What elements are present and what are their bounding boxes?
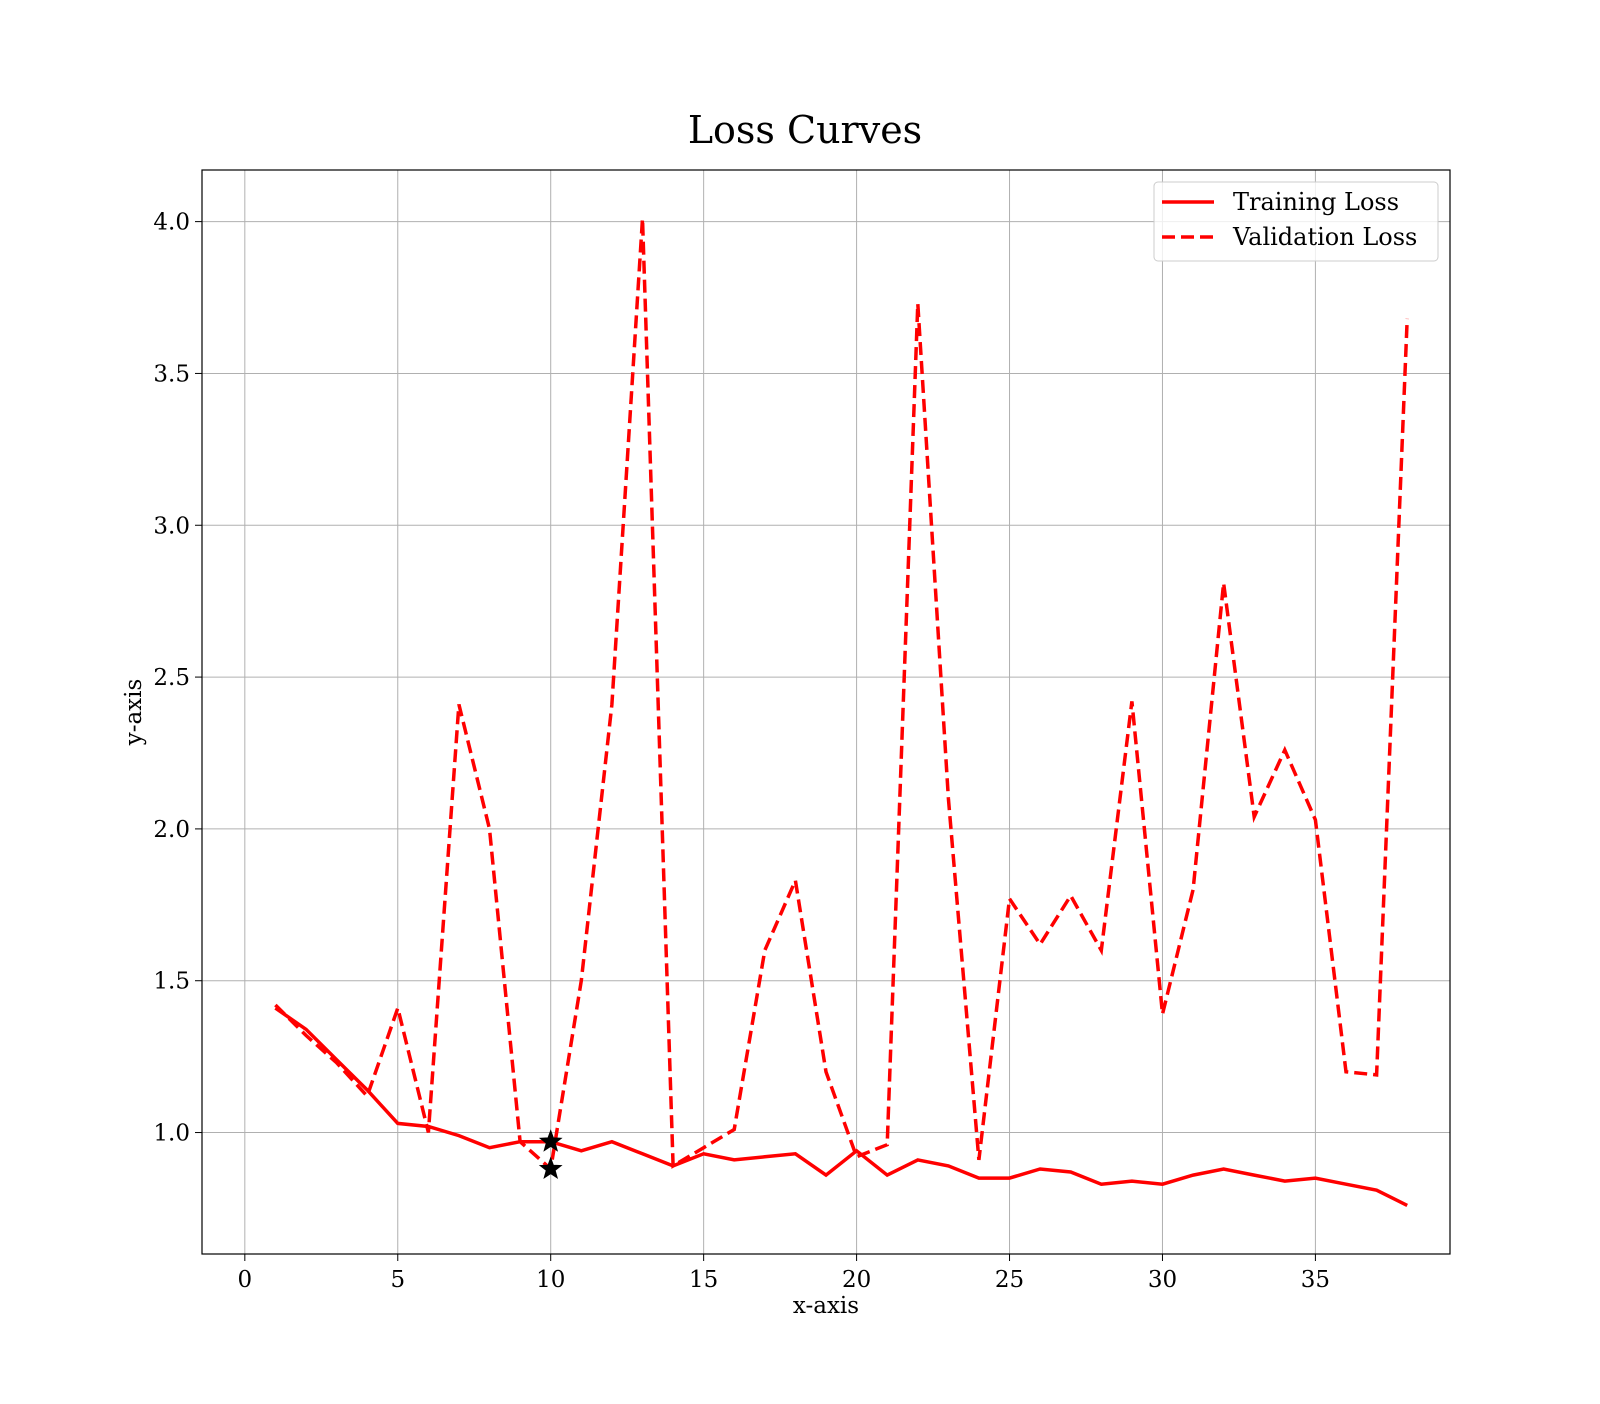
validation-loss-best-star-marker bbox=[538, 1156, 563, 1180]
best-epoch-markers bbox=[538, 1129, 563, 1180]
y-tick-label: 2.5 bbox=[153, 665, 190, 691]
y-axis-label: y-axis bbox=[121, 679, 147, 747]
y-tick-label: 1.0 bbox=[153, 1121, 190, 1147]
legend-training-label: Training Loss bbox=[1233, 188, 1399, 216]
training-loss-line bbox=[274, 1006, 1408, 1207]
grid-lines bbox=[202, 170, 1450, 1254]
plot-area-frame bbox=[201, 169, 1451, 1255]
y-tick-label: 1.5 bbox=[153, 969, 190, 995]
x-tick-label: 20 bbox=[842, 1267, 871, 1293]
training-loss-best-star-marker bbox=[538, 1129, 563, 1152]
x-tick-label: 0 bbox=[238, 1267, 253, 1293]
x-tick-label: 5 bbox=[390, 1267, 405, 1293]
series-lines bbox=[274, 218, 1409, 1207]
x-axis-label: x-axis bbox=[793, 1293, 859, 1319]
x-tick-label: 35 bbox=[1301, 1267, 1330, 1293]
x-tick-label: 15 bbox=[689, 1267, 718, 1293]
x-tick-label: 10 bbox=[536, 1267, 565, 1293]
y-tick-label: 4.0 bbox=[153, 210, 190, 236]
chart-title: Loss Curves bbox=[688, 108, 922, 152]
legend: Training Loss Validation Loss bbox=[1153, 181, 1439, 262]
x-tick-label: 25 bbox=[995, 1267, 1024, 1293]
x-tick-label: 30 bbox=[1148, 1267, 1177, 1293]
y-tick-label: 3.0 bbox=[153, 513, 190, 539]
y-tick-label: 3.5 bbox=[153, 361, 190, 387]
legend-validation-label: Validation Loss bbox=[1232, 223, 1417, 251]
legend-box bbox=[1153, 181, 1439, 262]
validation-loss-line bbox=[274, 218, 1409, 1173]
axis-ticks: 0 5 10 15 20 25 30 35 1.0 1.5 2.0 2.5 3.0 3.5 4.0 bbox=[153, 210, 1330, 1293]
y-tick-label: 2.0 bbox=[153, 817, 190, 843]
